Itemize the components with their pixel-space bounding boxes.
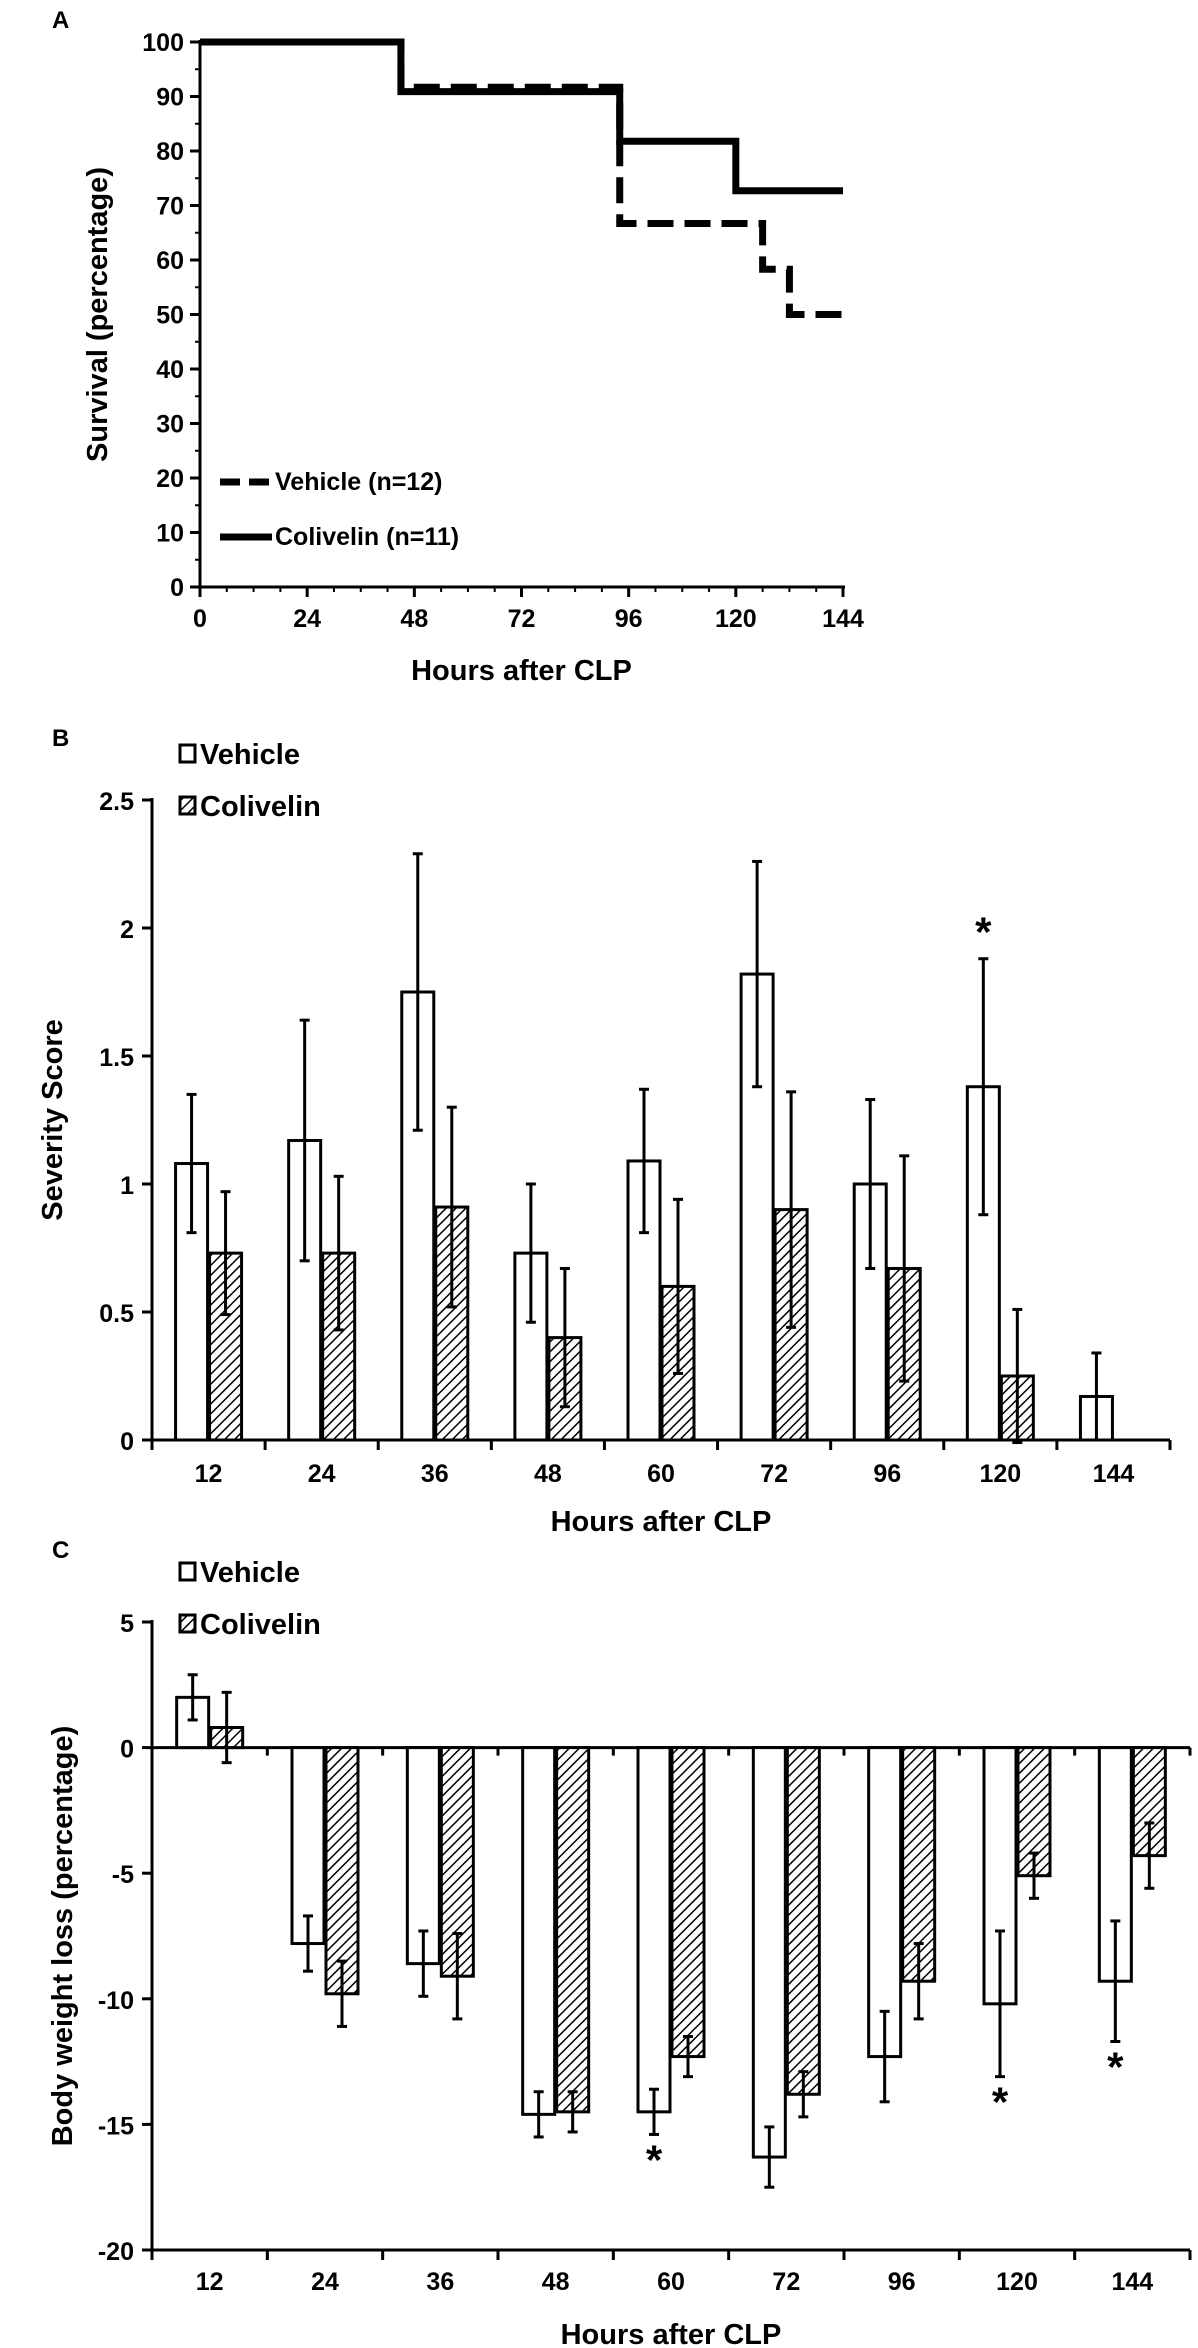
x-tick-label: 24 (308, 1460, 336, 1488)
x-tick-label: 48 (542, 2268, 570, 2296)
bar-colivelin (555, 1746, 591, 2114)
legend-label: Vehicle (200, 739, 300, 771)
panel-letter: C (52, 1537, 69, 1564)
x-tick-label: 120 (979, 1460, 1021, 1488)
legend-swatch (178, 1561, 197, 1582)
y-tick-label: 0 (120, 1736, 134, 1764)
x-tick-label: 48 (400, 605, 428, 633)
x-tick-label: 60 (647, 1460, 675, 1488)
x-tick-label: 60 (657, 2268, 685, 2296)
legend-label: Vehicle (200, 1557, 300, 1589)
y-tick-label: -20 (98, 2238, 134, 2266)
bar-colivelin (785, 1746, 821, 2096)
survival-line-colivelin (200, 38, 843, 195)
y-tick-label: 70 (156, 193, 184, 221)
legend-label: Colivelin (n=11) (275, 523, 459, 551)
survival-line-vehicle (200, 38, 843, 318)
x-tick-label: 144 (1111, 2268, 1153, 2296)
x-tick-label: 12 (195, 1460, 223, 1488)
bar-vehicle (521, 1746, 557, 2116)
x-axis-title: Hours after CLP (561, 2319, 782, 2348)
legend-swatch (178, 795, 197, 816)
bar-colivelin (324, 1746, 360, 1996)
legend-swatch (178, 743, 197, 764)
y-axis-title: Survival (percentage) (82, 167, 114, 462)
x-tick-label: 12 (196, 2268, 224, 2296)
x-tick-label: 36 (426, 2268, 454, 2296)
y-tick-label: 60 (156, 247, 184, 275)
panel-letter: A (52, 7, 69, 34)
x-tick-label: 24 (293, 605, 321, 633)
y-tick-label: 0.5 (99, 1300, 134, 1328)
y-tick-label: -15 (98, 2112, 134, 2140)
bar-vehicle (751, 1746, 787, 2159)
y-tick-label: 90 (156, 84, 184, 112)
panel-c-body-weight-chart: C -20 -15 -10 -5 0 5 12 24 36 48 60 72 96 120 144 * * * Hou… (47, 1537, 1192, 2348)
y-tick-label: 1 (120, 1172, 134, 1200)
x-tick-label: 72 (508, 605, 536, 633)
x-tick-label: 144 (1093, 1460, 1135, 1488)
y-axis-title: Body weight loss (percentage) (47, 1726, 79, 2147)
significance-marker: * (975, 909, 992, 956)
x-axis-title: Hours after CLP (551, 1506, 772, 1538)
y-tick-label: 20 (156, 465, 184, 493)
bar-vehicle (290, 1746, 326, 1946)
x-tick-label: 120 (996, 2268, 1038, 2296)
significance-marker: * (646, 2136, 663, 2183)
x-tick-label: 72 (772, 2268, 800, 2296)
y-tick-label: 2.5 (99, 788, 134, 816)
y-tick-label: 100 (142, 29, 184, 57)
y-axis-title: Severity Score (37, 1019, 69, 1221)
x-tick-label: 72 (760, 1460, 788, 1488)
x-tick-label: 144 (822, 605, 864, 633)
legend-swatch (178, 1613, 197, 1634)
legend-label: Vehicle (n=12) (275, 468, 442, 496)
y-tick-label: 50 (156, 302, 184, 330)
panel-letter: B (52, 725, 69, 752)
significance-marker: * (992, 2079, 1009, 2126)
y-tick-label: 0 (120, 1428, 134, 1456)
x-tick-label: 24 (311, 2268, 339, 2296)
panel-a-survival-chart: A 0 10 20 30 40 50 60 70 80 90 100 0 24 48 72 96 120 144 Ho… (52, 7, 864, 687)
legend-label: Colivelin (200, 1609, 321, 1641)
x-tick-label: 36 (421, 1460, 449, 1488)
legend-label: Colivelin (200, 791, 321, 823)
y-tick-label: 80 (156, 138, 184, 166)
bar-vehicle (636, 1746, 672, 2114)
panel-b-severity-chart: B 0 0.5 1 1.5 2 2.5 12 24 36 48 60 72 96 120 144 * Hours … (37, 725, 1172, 1538)
x-tick-label: 96 (888, 2268, 916, 2296)
y-tick-label: -10 (98, 1987, 134, 2015)
y-tick-label: 5 (120, 1610, 134, 1638)
y-tick-label: 10 (156, 520, 184, 548)
y-tick-label: 2 (120, 916, 134, 944)
significance-marker: * (1107, 2044, 1124, 2091)
y-tick-label: 30 (156, 411, 184, 439)
y-tick-label: 40 (156, 356, 184, 384)
y-tick-label: 1.5 (99, 1044, 134, 1072)
y-tick-label: -5 (112, 1861, 134, 1889)
x-tick-label: 48 (534, 1460, 562, 1488)
x-tick-label: 96 (615, 605, 643, 633)
x-tick-label: 0 (193, 605, 207, 633)
y-tick-label: 0 (170, 574, 184, 602)
x-axis-title: Hours after CLP (411, 655, 632, 687)
bar-colivelin (670, 1746, 706, 2059)
x-tick-label: 120 (715, 605, 757, 633)
x-tick-label: 96 (873, 1460, 901, 1488)
